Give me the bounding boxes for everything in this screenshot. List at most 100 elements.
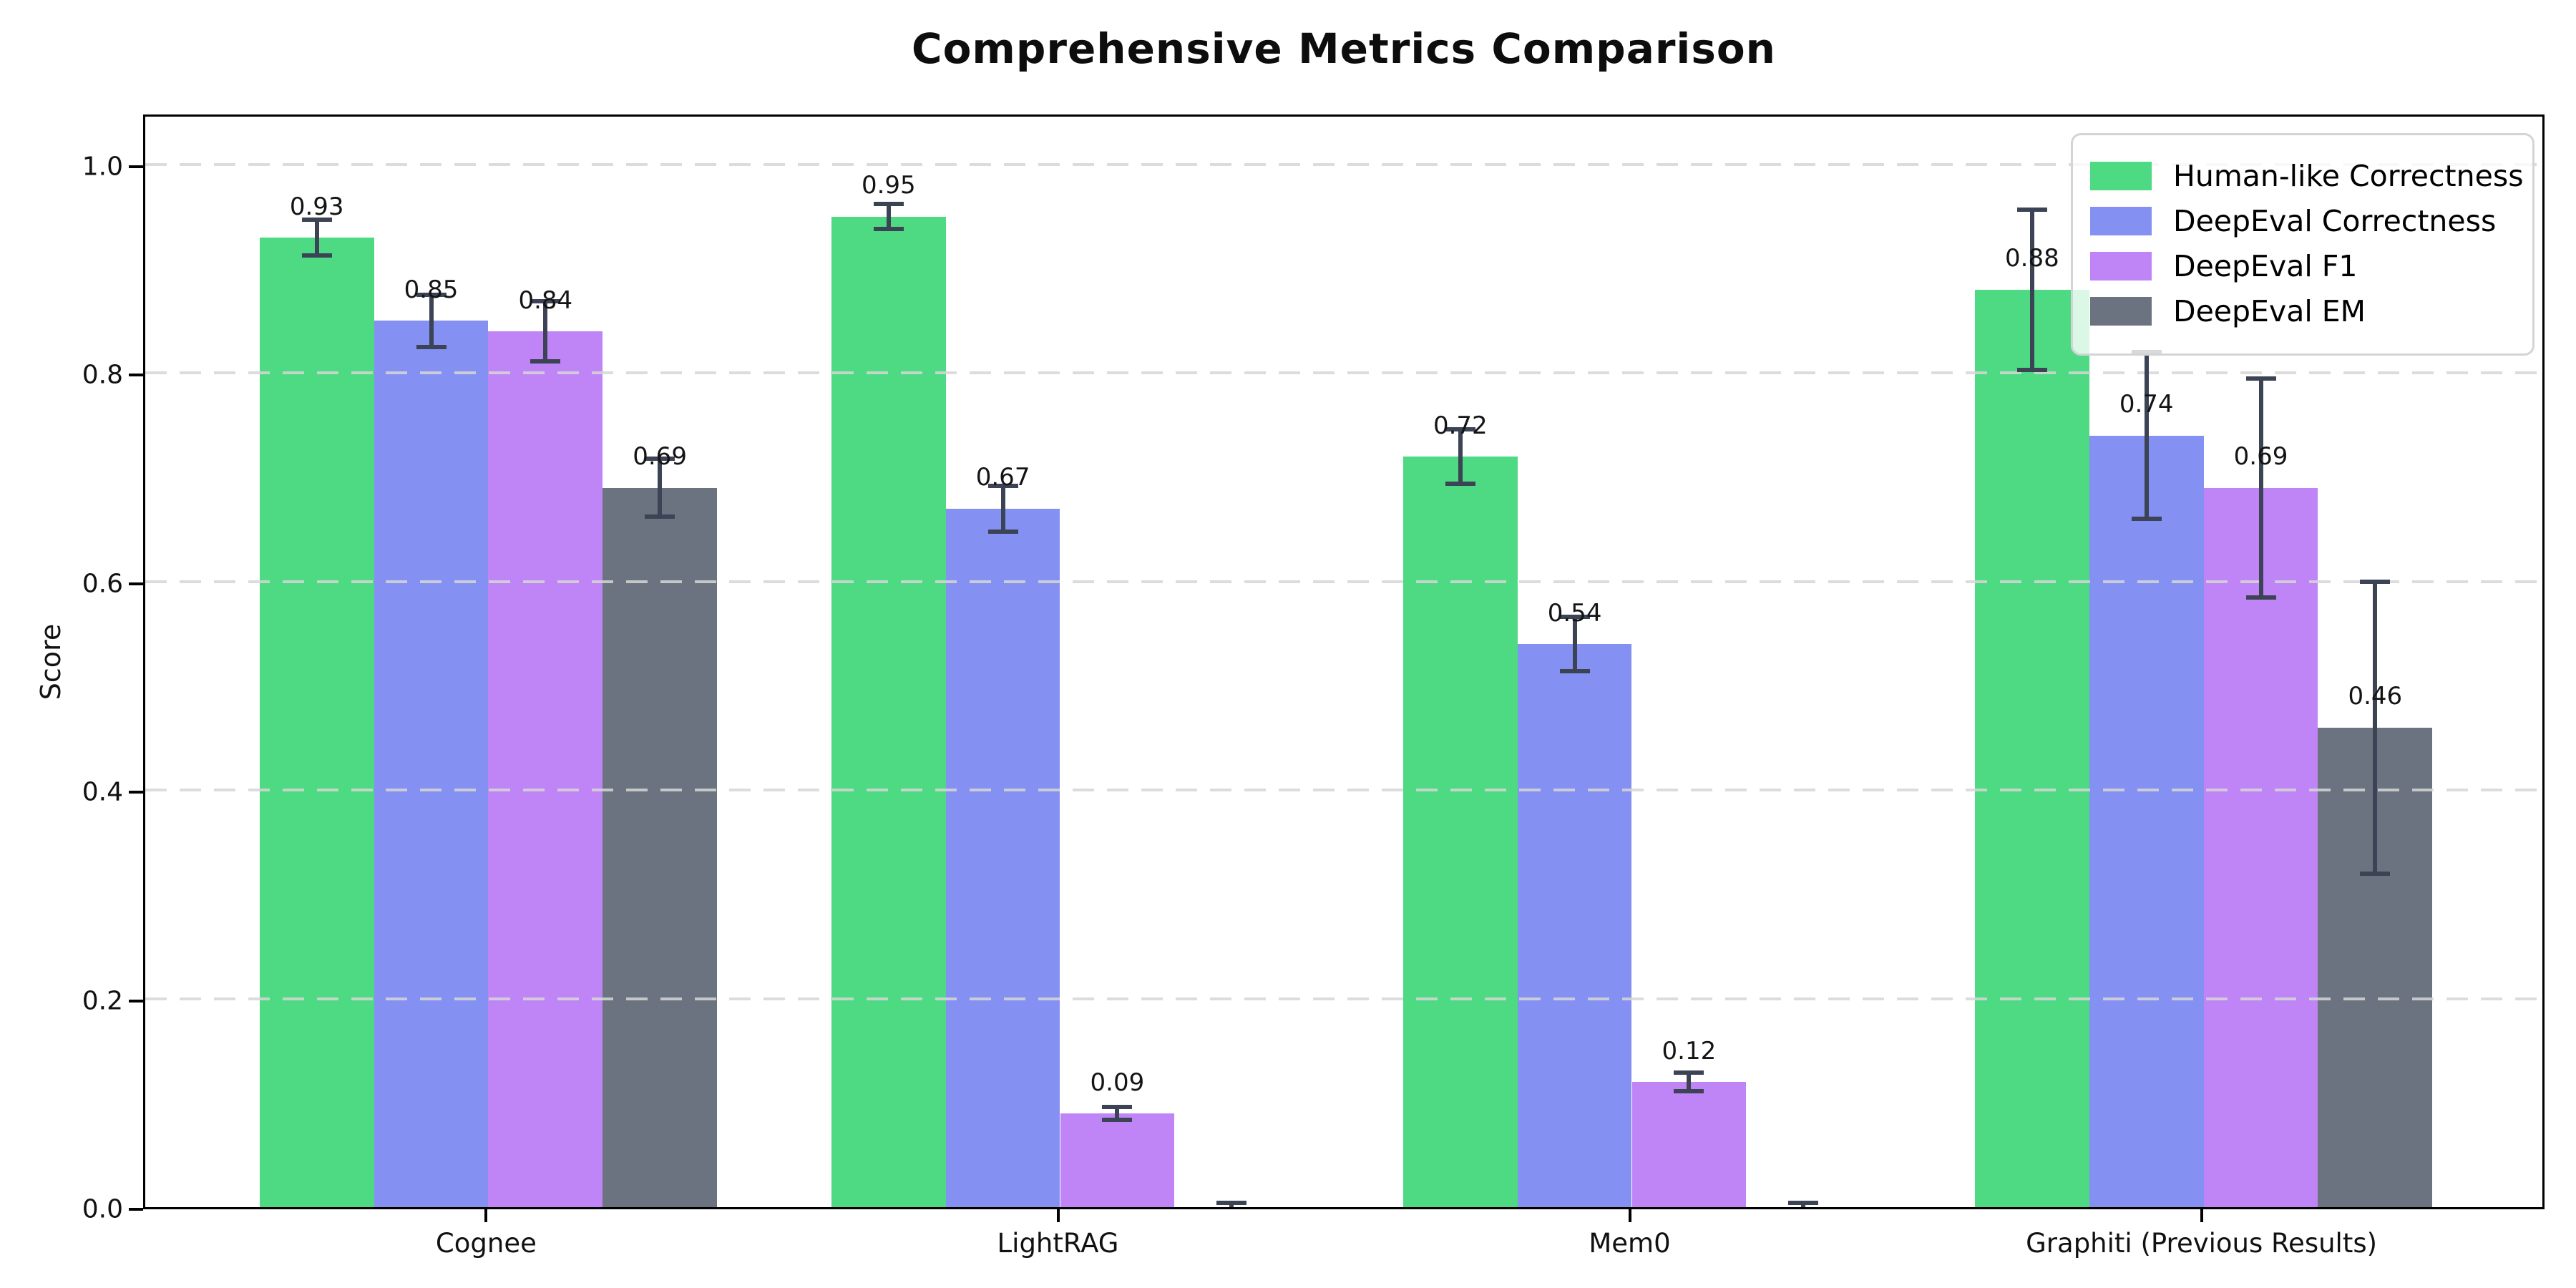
ytick-label-0.0: 0.0: [82, 1194, 123, 1224]
bar-human-like-correctness-graphiti-previous-results: [1975, 289, 2089, 1207]
value-label-deepeval-em-cognee: 0.69: [633, 442, 687, 472]
legend-swatch-human-like-correctness: [2090, 162, 2152, 190]
bar-human-like-correctness-mem0: [1402, 456, 1518, 1207]
ytick-label-1.0: 1.0: [82, 152, 123, 182]
errorbar-deepeval-correctness-lightrag-cap-bottom: [987, 529, 1018, 534]
xtick-mark-lightrag: [1056, 1209, 1060, 1222]
bar-deepeval-f1-lightrag: [1060, 1113, 1175, 1207]
errorbar-deepeval-f1-graphiti-previous-results: [2258, 378, 2263, 597]
ytick-mark-0.6: [129, 582, 143, 585]
legend-label-deepeval-em: DeepEval EM: [2173, 294, 2366, 328]
bar-deepeval-correctness-cognee: [374, 321, 489, 1207]
gridline-0.6: [145, 580, 2542, 583]
ytick-mark-0.2: [129, 999, 143, 1002]
bar-deepeval-f1-graphiti-previous-results: [2203, 487, 2318, 1207]
errorbar-human-like-correctness-graphiti-previous-results: [2029, 209, 2034, 370]
errorbar-deepeval-f1-graphiti-previous-results-cap-top: [2245, 376, 2276, 381]
errorbar-human-like-correctness-cognee-cap-top: [301, 218, 332, 223]
xtick-mark-mem0: [1628, 1209, 1631, 1222]
bar-deepeval-correctness-lightrag: [945, 508, 1060, 1207]
value-label-deepeval-correctness-cognee: 0.85: [404, 275, 459, 305]
errorbar-human-like-correctness-lightrag-cap-top: [873, 202, 904, 207]
legend-label-human-like-correctness: Human-like Correctness: [2173, 159, 2524, 193]
errorbar-deepeval-f1-mem0: [1687, 1073, 1692, 1092]
value-label-deepeval-correctness-lightrag: 0.67: [975, 463, 1030, 492]
errorbar-deepeval-correctness-mem0-cap-top: [1559, 615, 1590, 620]
errorbar-human-like-correctness-lightrag: [886, 204, 891, 230]
value-label-deepeval-f1-lightrag: 0.09: [1090, 1068, 1145, 1097]
errorbar-human-like-correctness-graphiti-previous-results-cap-bottom: [2016, 367, 2047, 372]
xtick-mark-cognee: [484, 1209, 488, 1222]
errorbar-human-like-correctness-cognee: [314, 220, 319, 255]
gridline-0.2: [145, 997, 2542, 1000]
y-axis-label: Score: [35, 623, 67, 701]
value-label-deepeval-correctness-mem0: 0.54: [1547, 598, 1602, 628]
xtick-label-graphiti-previous-results: Graphiti (Previous Results): [2026, 1228, 2378, 1259]
errorbar-deepeval-f1-graphiti-previous-results-cap-bottom: [2245, 595, 2276, 600]
legend-label-deepeval-f1: DeepEval F1: [2173, 249, 2358, 283]
errorbar-deepeval-f1-lightrag: [1115, 1107, 1120, 1120]
gridline-0.8: [145, 371, 2542, 375]
legend-swatch-deepeval-em: [2090, 297, 2152, 326]
value-label-deepeval-em-graphiti-previous-results: 0.46: [2348, 682, 2403, 711]
errorbar-human-like-correctness-mem0-cap-bottom: [1445, 481, 1475, 486]
errorbar-deepeval-f1-cognee-cap-bottom: [530, 359, 561, 364]
value-label-human-like-correctness-mem0: 0.72: [1433, 411, 1488, 440]
errorbar-human-like-correctness-mem0-cap-top: [1445, 427, 1475, 431]
errorbar-deepeval-em-cognee-cap-top: [645, 456, 675, 461]
errorbar-deepeval-f1-mem0-cap-top: [1674, 1070, 1704, 1075]
errorbar-deepeval-correctness-cognee: [429, 295, 434, 347]
xtick-label-cognee: Cognee: [435, 1228, 537, 1259]
errorbar-deepeval-correctness-mem0-cap-bottom: [1559, 669, 1590, 673]
legend-item-deepeval-f1: DeepEval F1: [2090, 249, 2514, 283]
ytick-mark-1.0: [129, 165, 143, 168]
errorbar-deepeval-em-lightrag-cap-top: [1216, 1201, 1247, 1206]
bar-deepeval-f1-mem0: [1631, 1082, 1747, 1207]
bar-human-like-correctness-lightrag: [831, 216, 946, 1207]
errorbar-deepeval-correctness-graphiti-previous-results-cap-bottom: [2131, 517, 2162, 522]
bar-deepeval-f1-cognee: [488, 331, 603, 1207]
errorbar-deepeval-em-graphiti-previous-results-cap-bottom: [2360, 871, 2391, 876]
legend-item-deepeval-em: DeepEval EM: [2090, 294, 2514, 328]
value-label-human-like-correctness-graphiti-previous-results: 0.88: [2005, 244, 2059, 273]
errorbar-deepeval-correctness-lightrag: [1000, 485, 1005, 532]
errorbar-deepeval-em-graphiti-previous-results: [2373, 581, 2378, 874]
errorbar-human-like-correctness-cognee-cap-bottom: [301, 253, 332, 258]
value-label-human-like-correctness-lightrag: 0.95: [861, 171, 916, 200]
legend-swatch-deepeval-correctness: [2090, 207, 2152, 235]
xtick-label-lightrag: LightRAG: [997, 1228, 1119, 1259]
value-label-deepeval-correctness-graphiti-previous-results: 0.74: [2119, 390, 2174, 419]
errorbar-deepeval-correctness-graphiti-previous-results: [2144, 352, 2149, 519]
errorbar-deepeval-f1-cognee: [543, 301, 548, 362]
errorbar-deepeval-em-cognee-cap-bottom: [645, 514, 675, 519]
value-label-deepeval-f1-mem0: 0.12: [1662, 1036, 1717, 1065]
errorbar-deepeval-f1-lightrag-cap-bottom: [1102, 1117, 1133, 1122]
errorbar-deepeval-em-graphiti-previous-results-cap-top: [2360, 579, 2391, 584]
legend-item-deepeval-correctness: DeepEval Correctness: [2090, 204, 2514, 238]
errorbar-deepeval-correctness-cognee-cap-bottom: [416, 344, 447, 349]
ytick-label-0.8: 0.8: [82, 360, 123, 390]
bar-deepeval-correctness-mem0: [1517, 644, 1632, 1207]
errorbar-deepeval-correctness-cognee-cap-top: [416, 293, 447, 297]
chart-title: Comprehensive Metrics Comparison: [912, 24, 1776, 73]
bar-human-like-correctness-cognee: [259, 237, 374, 1207]
errorbar-deepeval-f1-lightrag-cap-top: [1102, 1105, 1133, 1110]
ytick-mark-0.4: [129, 791, 143, 794]
errorbar-deepeval-em-cognee: [658, 458, 663, 517]
ytick-mark-0.8: [129, 374, 143, 377]
errorbar-human-like-correctness-graphiti-previous-results-cap-top: [2016, 207, 2047, 212]
bar-deepeval-em-cognee: [602, 487, 717, 1207]
value-label-deepeval-f1-graphiti-previous-results: 0.69: [2233, 442, 2288, 472]
bar-deepeval-correctness-graphiti-previous-results: [2089, 435, 2204, 1207]
errorbar-human-like-correctness-mem0: [1458, 429, 1463, 484]
ytick-label-0.4: 0.4: [82, 777, 123, 807]
legend-item-human-like-correctness: Human-like Correctness: [2090, 159, 2524, 193]
gridline-1.0: [145, 162, 2542, 166]
errorbar-deepeval-correctness-lightrag-cap-top: [987, 483, 1018, 488]
errorbar-deepeval-correctness-mem0: [1572, 617, 1577, 671]
xtick-mark-graphiti-previous-results: [2200, 1209, 2203, 1222]
value-label-deepeval-f1-cognee: 0.84: [518, 286, 573, 315]
errorbar-deepeval-f1-cognee-cap-top: [530, 298, 561, 303]
legend-swatch-deepeval-f1: [2090, 252, 2152, 280]
